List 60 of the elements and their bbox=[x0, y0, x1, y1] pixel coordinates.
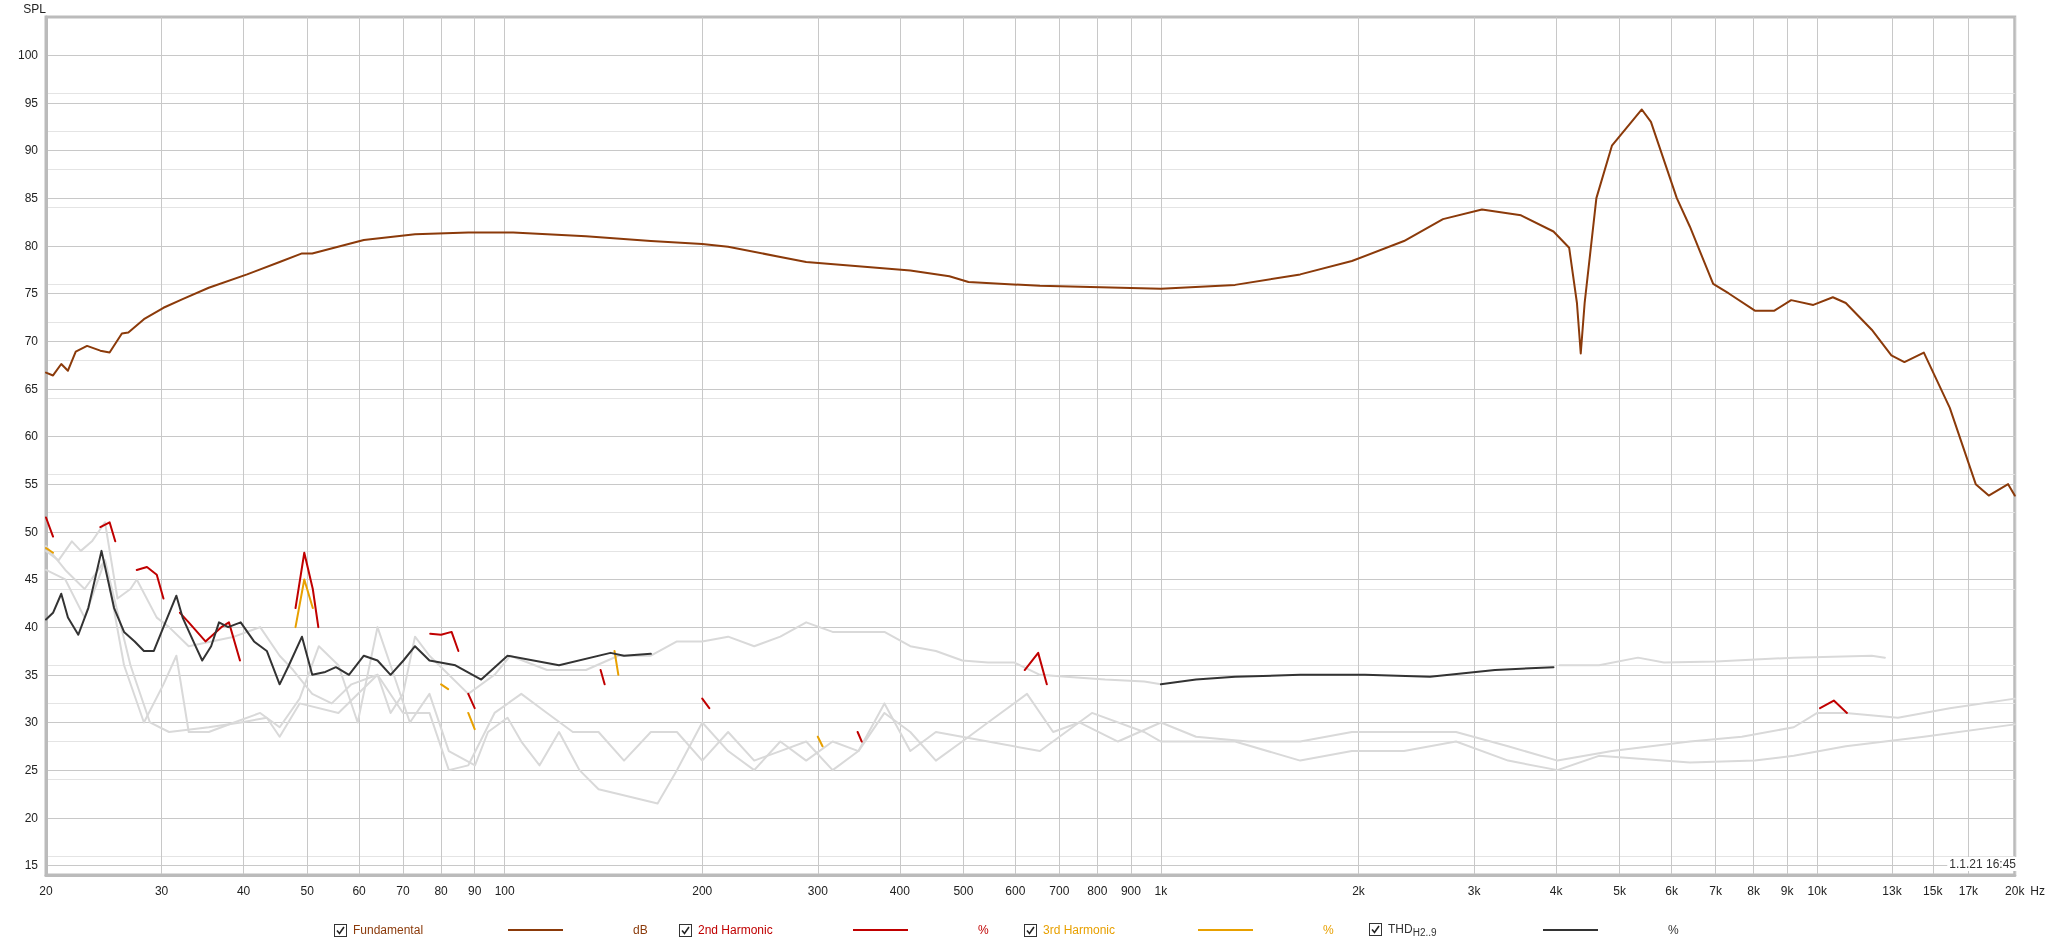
x-tick-label: 20k bbox=[2005, 884, 2026, 898]
x-tick-label: 80 bbox=[434, 884, 449, 898]
y-tick-label: 100 bbox=[17, 48, 39, 63]
x-tick-label: 600 bbox=[1005, 884, 1026, 898]
x-tick-label: 300 bbox=[807, 884, 829, 898]
x-tick-label: 2k bbox=[1352, 884, 1366, 898]
y-tick-label: 90 bbox=[24, 143, 39, 158]
x-tick-label: 500 bbox=[953, 884, 974, 898]
x-tick-label: 7k bbox=[1709, 884, 1723, 898]
y-tick-label: 70 bbox=[24, 334, 39, 349]
x-tick-label: 4k bbox=[1549, 884, 1564, 898]
x-tick-label: 50 bbox=[300, 884, 315, 898]
x-tick-label: 800 bbox=[1087, 884, 1108, 898]
x-tick-label: 200 bbox=[692, 884, 713, 898]
text: 2nd Harmonic bbox=[698, 923, 774, 937]
x-tick-label: 100 bbox=[494, 884, 516, 898]
y-tick-label: 40 bbox=[24, 620, 39, 635]
x-tick-label: 30 bbox=[154, 884, 169, 898]
x-tick-label: 900 bbox=[1120, 884, 1142, 898]
text: % bbox=[978, 923, 989, 937]
x-tick-label: 1k bbox=[1154, 884, 1169, 898]
x-tick-label: 8k bbox=[1747, 884, 1761, 898]
y-tick-label: 60 bbox=[24, 429, 39, 444]
x-tick-label: 40 bbox=[236, 884, 251, 898]
x-tick-label: 9k bbox=[1780, 884, 1795, 898]
y-tick-label: 75 bbox=[24, 286, 39, 301]
y-tick-label: 20 bbox=[24, 810, 39, 825]
text: 3rd Harmonic bbox=[1043, 923, 1117, 937]
text: % bbox=[1323, 923, 1334, 937]
y-tick-label: 55 bbox=[24, 477, 39, 492]
y-tick-label: 50 bbox=[24, 524, 39, 539]
y-tick-label: 45 bbox=[24, 572, 39, 587]
y-tick-label: 95 bbox=[24, 95, 39, 110]
text: THD$_{H2..9}$ bbox=[1388, 921, 1438, 939]
x-tick-label: 20 bbox=[39, 884, 53, 898]
annotation: 1.1.21 16:45 bbox=[1949, 857, 2017, 871]
y-tick-label: 25 bbox=[24, 763, 39, 778]
x-tick-label: 5k bbox=[1613, 884, 1627, 898]
y-tick-label: 35 bbox=[24, 667, 39, 682]
x-tick-label: 10k bbox=[1807, 884, 1828, 898]
x-tick-label: 700 bbox=[1049, 884, 1070, 898]
x-axis-title: Hz bbox=[2030, 884, 2046, 898]
y-tick-label: 15 bbox=[24, 858, 39, 873]
x-tick-label: 6k bbox=[1665, 884, 1679, 898]
x-tick-label: 400 bbox=[889, 884, 911, 898]
y-tick-label: 85 bbox=[24, 191, 39, 206]
y-axis-title: SPL bbox=[23, 2, 47, 16]
x-tick-label: 90 bbox=[467, 884, 482, 898]
y-tick-label: 80 bbox=[24, 238, 39, 253]
x-tick-label: 3k bbox=[1467, 884, 1482, 898]
x-tick-label: 70 bbox=[396, 884, 411, 898]
text: Fundamental bbox=[353, 923, 425, 937]
y-tick-label: 65 bbox=[24, 381, 39, 396]
x-tick-label: 15k bbox=[1923, 884, 1944, 898]
text: dB bbox=[633, 923, 648, 937]
x-tick-label: 13k bbox=[1882, 884, 1903, 898]
x-tick-label: 17k bbox=[1958, 884, 1980, 898]
text: % bbox=[1668, 922, 1679, 937]
x-tick-label: 60 bbox=[352, 884, 367, 898]
y-tick-label: 30 bbox=[24, 715, 39, 730]
